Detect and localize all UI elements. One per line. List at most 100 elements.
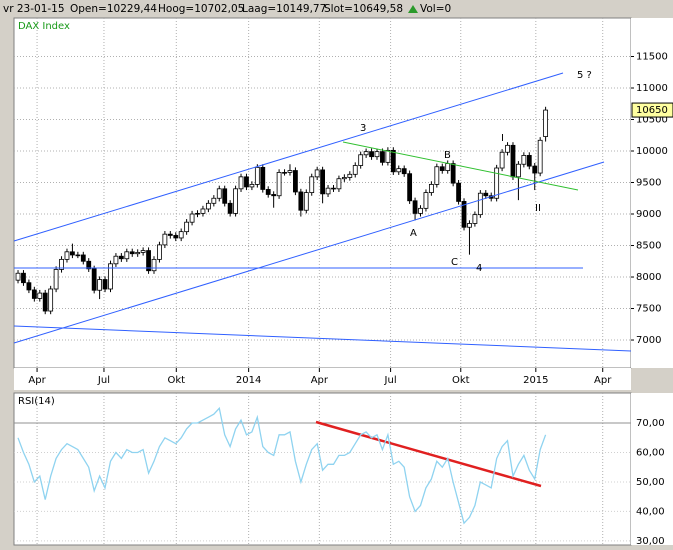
trend-lines	[13, 72, 632, 488]
candle-body	[434, 166, 440, 185]
candle-body	[157, 244, 162, 260]
rsi-axis	[631, 393, 673, 545]
channel-lower	[13, 161, 605, 344]
candle-body	[151, 258, 157, 272]
candle-body	[15, 272, 21, 281]
candle-body	[336, 178, 342, 190]
candle-body	[428, 183, 434, 193]
y-tick-label: 30,00	[636, 536, 665, 547]
candle-body	[140, 250, 146, 253]
candle-body	[396, 168, 402, 173]
candle-body	[265, 189, 271, 195]
candle-body	[532, 165, 538, 174]
candle-body	[31, 289, 37, 299]
y-tick-label: 7500	[636, 304, 661, 315]
candle-body	[86, 260, 92, 270]
candle-body	[97, 279, 103, 291]
candle-body	[282, 172, 287, 174]
y-tick-label: 11500	[636, 51, 668, 62]
candle-body	[118, 255, 124, 260]
candle-body	[314, 169, 320, 178]
candle-body	[167, 233, 173, 236]
candle-body	[494, 167, 500, 199]
x-tick-label: Okt	[168, 375, 186, 386]
candle-body	[347, 173, 353, 178]
x-tick-label: Jul	[97, 375, 110, 386]
header-volume: Vol=0	[420, 3, 451, 15]
candle-body	[521, 155, 527, 165]
candle-body	[390, 149, 396, 173]
candle-body	[42, 292, 48, 312]
rsi-line	[17, 406, 547, 525]
y-tick-label: 9500	[636, 178, 661, 189]
candle-body	[325, 187, 331, 195]
x-tick-label: 2014	[236, 375, 261, 386]
wave-label: B	[444, 150, 451, 161]
header-date: vr 23-01-15	[3, 3, 65, 15]
candle-body	[48, 288, 54, 312]
candle-body	[129, 251, 135, 255]
candle-body	[472, 214, 478, 224]
candle-body	[467, 223, 472, 228]
candle-body	[456, 182, 461, 202]
candle-body	[369, 151, 374, 158]
wave-label: 3	[360, 123, 366, 134]
y-tick-label: 11000	[636, 83, 668, 94]
y-tick-label: 60,00	[636, 448, 665, 459]
candle-body	[200, 208, 206, 214]
candle-body	[244, 176, 249, 188]
x-axis	[14, 368, 631, 390]
candle-body	[21, 272, 26, 284]
candle-body	[363, 151, 369, 156]
candle-body	[380, 151, 385, 163]
x-tick-label: 2015	[523, 375, 548, 386]
header-low: Laag=10149,77	[242, 3, 326, 15]
wave-label: II	[535, 203, 541, 214]
candle-body	[124, 251, 130, 260]
candle-body	[499, 151, 505, 169]
candle-body	[407, 173, 413, 202]
candle-body	[59, 258, 64, 270]
candle-body	[331, 187, 336, 190]
candle-body	[205, 202, 211, 210]
candle-body	[189, 213, 195, 223]
candle-body	[173, 235, 179, 239]
candle-body	[412, 200, 418, 214]
candle-body	[358, 154, 364, 166]
candle-body	[483, 192, 489, 197]
candle-body	[461, 201, 467, 228]
wave-label: I	[501, 133, 504, 144]
y-tick-label: 8000	[636, 272, 661, 283]
candle-body	[309, 176, 315, 193]
grid	[14, 18, 631, 545]
x-tick-label: Okt	[452, 375, 470, 386]
x-tick-label: Apr	[28, 375, 46, 386]
candle-body	[271, 194, 277, 197]
price-axis	[631, 18, 673, 368]
green-line	[342, 141, 579, 191]
candle-body	[227, 202, 233, 214]
header-close: Slot=10649,58	[324, 3, 403, 15]
candle-body	[233, 188, 238, 214]
candle-body	[222, 188, 228, 204]
candle-body	[238, 176, 244, 190]
y-tick-label: 70,00	[636, 418, 665, 429]
candle-body	[374, 151, 380, 158]
candle-body	[216, 188, 222, 199]
candle-body	[543, 109, 549, 137]
candle-body	[401, 168, 407, 175]
candle-body	[102, 279, 108, 290]
y-tick-label: 7000	[636, 335, 661, 346]
header-open: Open=10229,44	[70, 3, 157, 15]
candle-body	[298, 191, 304, 211]
annotations: 3 B A C 4 5 ? I II	[360, 70, 592, 274]
candle-body	[303, 192, 309, 211]
candle-body	[249, 183, 255, 188]
candle-body	[341, 177, 347, 180]
candle-body	[80, 254, 86, 262]
candle-body	[450, 163, 456, 184]
long-line	[13, 325, 632, 352]
candle-body	[537, 139, 543, 174]
candle-body	[516, 163, 521, 178]
candle-body	[423, 192, 429, 209]
